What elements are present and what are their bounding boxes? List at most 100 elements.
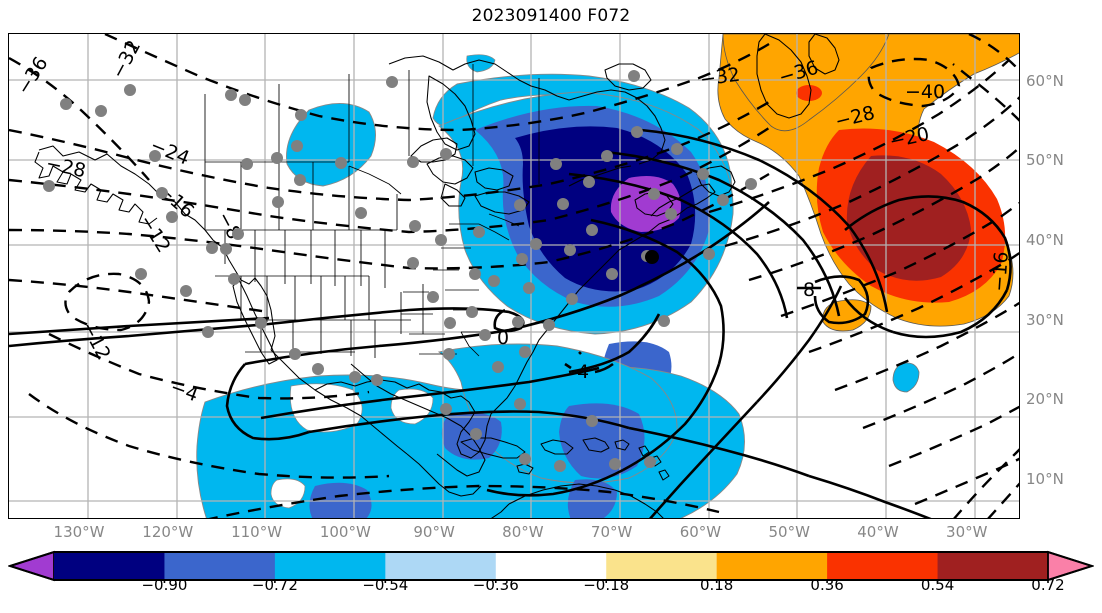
station-dot[interactable] — [488, 275, 500, 287]
station-dot[interactable] — [202, 326, 214, 338]
colorbar-canvas — [8, 550, 1094, 583]
station-dot[interactable] — [228, 273, 240, 285]
station-dot[interactable] — [335, 157, 347, 169]
station-dot[interactable] — [225, 89, 237, 101]
station-dot[interactable] — [648, 188, 660, 200]
station-dot[interactable] — [606, 268, 618, 280]
station-dot[interactable] — [473, 226, 485, 238]
station-dot[interactable] — [564, 244, 576, 256]
station-dot[interactable] — [470, 428, 482, 440]
x-tick-label: 130°W — [53, 523, 105, 541]
station-dot[interactable] — [512, 316, 524, 328]
station-dot[interactable] — [206, 242, 218, 254]
station-dot[interactable] — [291, 140, 303, 152]
station-dot[interactable] — [60, 98, 72, 110]
station-dot[interactable] — [550, 158, 562, 170]
station-dot[interactable] — [586, 415, 598, 427]
colorbar-band — [274, 552, 386, 580]
station-dot[interactable] — [479, 329, 491, 341]
station-dot[interactable] — [519, 453, 531, 465]
station-dot[interactable] — [492, 361, 504, 373]
station-dot[interactable] — [628, 70, 640, 82]
station-dot[interactable] — [543, 319, 555, 331]
station-dot[interactable] — [609, 458, 621, 470]
station-dot-highlighted[interactable] — [645, 250, 659, 264]
station-dot[interactable] — [220, 243, 232, 255]
svg-text:−16: −16 — [988, 251, 1013, 293]
station-dot[interactable] — [95, 105, 107, 117]
station-dot[interactable] — [601, 150, 613, 162]
station-dot[interactable] — [43, 180, 55, 192]
station-dot[interactable] — [349, 371, 361, 383]
station-dot[interactable] — [409, 220, 421, 232]
station-dot[interactable] — [514, 398, 526, 410]
station-dot[interactable] — [271, 152, 283, 164]
station-dot[interactable] — [294, 174, 306, 186]
station-dot[interactable] — [355, 207, 367, 219]
station-dot[interactable] — [658, 315, 670, 327]
station-dot[interactable] — [239, 94, 251, 106]
y-tick-label: 40°N — [1026, 231, 1064, 250]
negative-contours — [9, 34, 1019, 518]
station-dot[interactable] — [289, 348, 301, 360]
station-dot[interactable] — [644, 456, 656, 468]
station-dot[interactable] — [523, 282, 535, 294]
station-dot[interactable] — [516, 253, 528, 265]
colorbar-tick-label: 0.72 — [1031, 576, 1065, 594]
x-tick-label: 120°W — [142, 523, 194, 541]
colorbar-extend-min — [8, 550, 55, 582]
station-dot[interactable] — [469, 268, 481, 280]
colorbar-band — [164, 552, 276, 580]
colorbar-tick-label: −0.36 — [472, 576, 519, 594]
station-dot[interactable] — [745, 178, 757, 190]
station-dot[interactable] — [241, 158, 253, 170]
station-dot[interactable] — [443, 348, 455, 360]
station-dot[interactable] — [519, 346, 531, 358]
station-dot[interactable] — [124, 84, 136, 96]
station-dot[interactable] — [272, 196, 284, 208]
colorbar-band — [54, 552, 166, 580]
station-dot[interactable] — [255, 317, 267, 329]
station-dot[interactable] — [554, 460, 566, 472]
station-dot[interactable] — [583, 176, 595, 188]
observation-station-dots[interactable] — [43, 70, 757, 472]
station-dot[interactable] — [232, 228, 244, 240]
station-dot[interactable] — [631, 126, 643, 138]
station-dot[interactable] — [530, 238, 542, 250]
station-dot[interactable] — [440, 148, 452, 160]
station-dot[interactable] — [514, 199, 526, 211]
station-dot[interactable] — [703, 248, 715, 260]
svg-text:−40: −40 — [905, 81, 945, 103]
y-tick-label: 30°N — [1026, 310, 1064, 329]
station-dot[interactable] — [557, 198, 569, 210]
x-tick-label: 90°W — [413, 523, 455, 541]
station-dot[interactable] — [149, 150, 161, 162]
station-dot[interactable] — [586, 224, 598, 236]
station-dot[interactable] — [665, 208, 677, 220]
station-dot[interactable] — [697, 168, 709, 180]
station-dot[interactable] — [435, 234, 447, 246]
station-dot[interactable] — [444, 317, 456, 329]
station-dot[interactable] — [371, 374, 383, 386]
svg-text:4: 4 — [577, 361, 589, 383]
station-dot[interactable] — [386, 76, 398, 88]
station-dot[interactable] — [466, 306, 478, 318]
map-panel[interactable]: −36 −32 −28 −24 −16 −12 −12 −4 −8 −8 −32… — [8, 33, 1020, 519]
station-dot[interactable] — [295, 109, 307, 121]
station-dot[interactable] — [717, 194, 729, 206]
station-dot[interactable] — [566, 293, 578, 305]
station-dot[interactable] — [407, 156, 419, 168]
station-dot[interactable] — [156, 187, 168, 199]
colorbar-tick-label: −0.54 — [362, 576, 409, 594]
colorbar-band — [937, 552, 1049, 580]
colorbar[interactable] — [8, 549, 1094, 583]
station-dot[interactable] — [166, 211, 178, 223]
station-dot[interactable] — [671, 143, 683, 155]
station-dot[interactable] — [407, 257, 419, 269]
station-dot[interactable] — [135, 268, 147, 280]
station-dot[interactable] — [312, 363, 324, 375]
station-dot[interactable] — [427, 291, 439, 303]
station-dot[interactable] — [440, 403, 452, 415]
positive-contours — [9, 128, 1012, 518]
station-dot[interactable] — [180, 285, 192, 297]
